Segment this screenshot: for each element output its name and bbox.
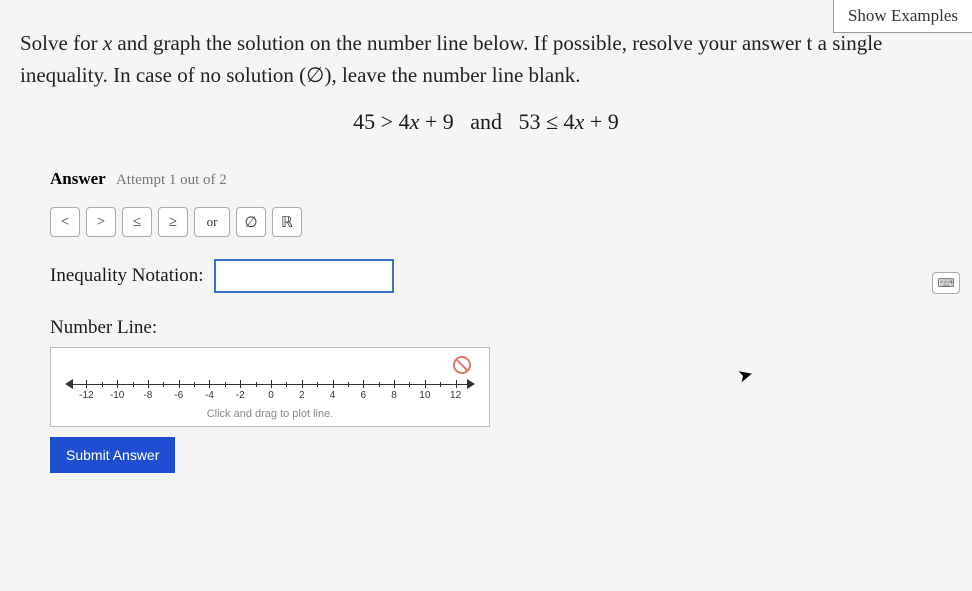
number-line-label: Number Line: <box>50 317 952 339</box>
tick-label: -12 <box>79 390 93 401</box>
number-line-axis[interactable]: -12 -10 -8 -6 -4 -2 0 2 4 6 8 10 12 <box>71 376 469 406</box>
tick <box>456 380 457 388</box>
minor-tick <box>163 382 164 387</box>
reals-glyph: ℝ <box>281 213 293 232</box>
tick <box>148 380 149 388</box>
minor-tick <box>194 382 195 387</box>
tick <box>333 380 334 388</box>
tick <box>117 380 118 388</box>
tick-label: -8 <box>143 390 152 401</box>
no-solution-icon[interactable] <box>453 356 471 374</box>
answer-header: Answer Attempt 1 out of 2 <box>50 169 952 189</box>
inequality-input[interactable] <box>214 259 394 293</box>
math-and: and <box>470 109 502 134</box>
math-var-1: x <box>410 109 420 134</box>
attempt-count: Attempt 1 out of 2 <box>116 172 227 188</box>
minor-tick <box>317 382 318 387</box>
answer-label: Answer <box>50 169 106 188</box>
gt-button[interactable]: > <box>86 207 116 237</box>
minor-tick <box>348 382 349 387</box>
tick-label: 8 <box>391 390 397 401</box>
problem-prompt: Solve for x and graph the solution on th… <box>0 0 972 91</box>
number-line-canvas[interactable]: -12 -10 -8 -6 -4 -2 0 2 4 6 8 10 12 Click and drag t… <box>50 347 490 427</box>
math-seg-4: 53 ≤ 4 <box>519 109 575 134</box>
or-button[interactable]: or <box>194 207 230 237</box>
tick <box>394 380 395 388</box>
tick <box>86 380 87 388</box>
minor-tick <box>102 382 103 387</box>
lt-button[interactable]: < <box>50 207 80 237</box>
prompt-text-1: Solve for <box>20 31 103 55</box>
minor-tick <box>286 382 287 387</box>
keyboard-icon[interactable]: ⌨ <box>932 272 960 294</box>
tick <box>240 380 241 388</box>
number-line-hint: Click and drag to plot line. <box>51 408 489 420</box>
le-button[interactable]: ≤ <box>122 207 152 237</box>
axis-arrow-right-icon <box>467 379 475 389</box>
reals-button[interactable]: ℝ <box>272 207 302 237</box>
math-seg-6: + 9 <box>584 109 618 134</box>
math-seg-2: + 9 <box>419 109 453 134</box>
minor-tick <box>379 382 380 387</box>
tick <box>302 380 303 388</box>
tick-label: -10 <box>110 390 124 401</box>
tick <box>179 380 180 388</box>
tick-label: -2 <box>236 390 245 401</box>
prompt-variable: x <box>103 31 112 55</box>
tick-label: 6 <box>361 390 367 401</box>
tick-label: 10 <box>419 390 430 401</box>
tick-label: 12 <box>450 390 461 401</box>
tick-label: 2 <box>299 390 305 401</box>
tick <box>363 380 364 388</box>
minor-tick <box>225 382 226 387</box>
minor-tick <box>409 382 410 387</box>
math-seg-0: 45 > 4 <box>353 109 409 134</box>
show-examples-button[interactable]: Show Examples <box>833 0 972 33</box>
tick-label: -6 <box>174 390 183 401</box>
tick <box>271 380 272 388</box>
tick-label: -4 <box>205 390 214 401</box>
submit-answer-button[interactable]: Submit Answer <box>50 437 175 473</box>
minor-tick <box>440 382 441 387</box>
tick-label: 4 <box>330 390 336 401</box>
minor-tick <box>133 382 134 387</box>
ge-button[interactable]: ≥ <box>158 207 188 237</box>
symbol-toolbar: < > ≤ ≥ or ∅ ℝ <box>50 207 952 237</box>
inequality-notation-label: Inequality Notation: <box>50 265 204 287</box>
prompt-text-2: and graph the solution on the number lin… <box>112 31 812 55</box>
tick <box>209 380 210 388</box>
tick-label: 0 <box>268 390 274 401</box>
tick <box>425 380 426 388</box>
emptyset-button[interactable]: ∅ <box>236 207 266 237</box>
math-expression: 45 > 4x + 9 and 53 ≤ 4x + 9 <box>0 109 972 135</box>
math-var-2: x <box>575 109 585 134</box>
minor-tick <box>256 382 257 387</box>
